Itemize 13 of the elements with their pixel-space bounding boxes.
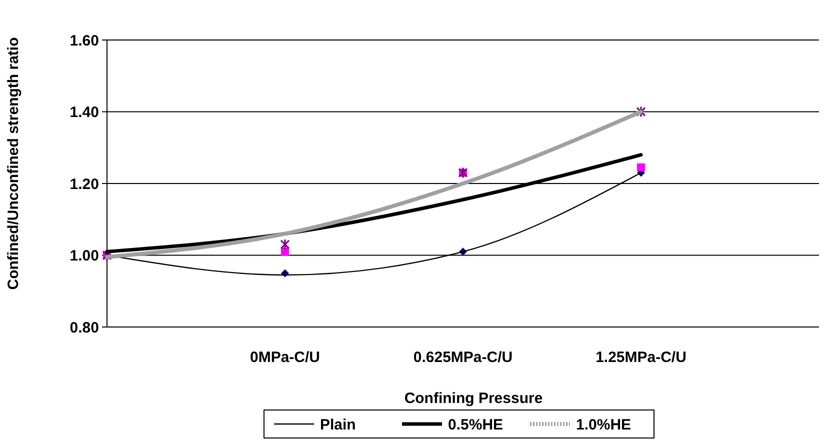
y-axis-title: Confined/Unconfined strength ratio [5, 37, 22, 290]
y-tick-label: 1.00 [70, 248, 99, 264]
legend-label: Plain [320, 416, 356, 434]
x-tick-label: 0MPa-C/U [250, 349, 320, 366]
y-tick-label: 1.20 [70, 176, 99, 193]
x-axis-title: Confining Pressure [404, 390, 543, 407]
legend-label: 1.0%HE [576, 416, 632, 434]
y-tick-label: 1.60 [70, 32, 99, 50]
x-tick-label: 0.625MPa-C/U [413, 349, 513, 366]
y-tick-label: 0.80 [70, 319, 99, 336]
y-tick-label: 1.40 [70, 104, 99, 121]
x-tick-label: 1.25MPa-C/U [596, 349, 686, 366]
legend-label: 0.5%HE [448, 416, 504, 434]
